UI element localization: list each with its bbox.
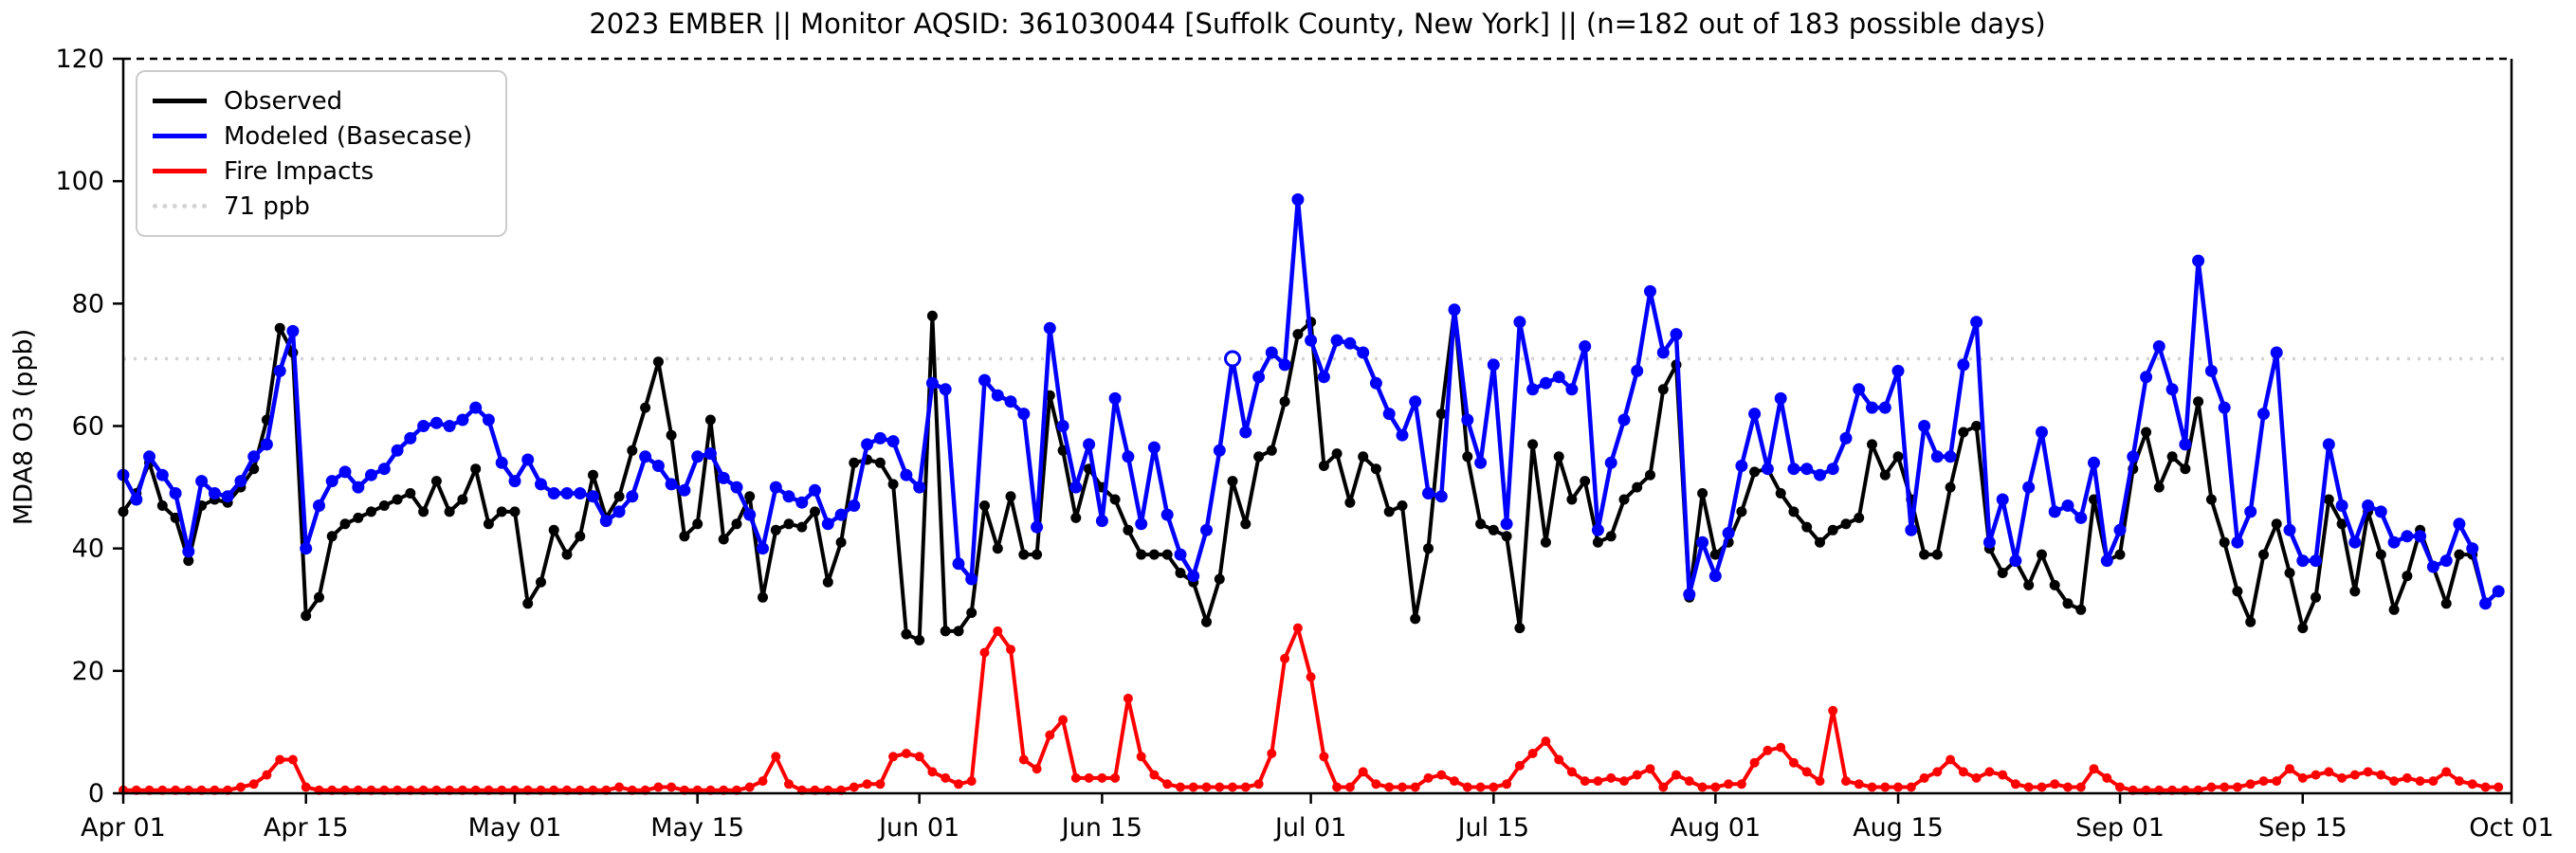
legend-label-observed: Observed — [224, 86, 343, 116]
x-tick-label: Apr 15 — [264, 813, 349, 843]
observed-line-swatch — [153, 99, 207, 103]
fire-line-swatch — [153, 169, 207, 173]
chart-title: 2023 EMBER || Monitor AQSID: 361030044 [… — [589, 8, 2046, 40]
legend: Observed Modeled (Basecase) Fire Impacts… — [136, 70, 507, 237]
y-tick-label: 40 — [72, 535, 104, 564]
x-tick-label: Apr 01 — [81, 813, 166, 843]
legend-item-fire: Fire Impacts — [137, 154, 496, 189]
fire-impacts-series-markers — [119, 623, 2504, 795]
threshold-line-swatch — [153, 204, 207, 209]
legend-label-modeled: Modeled (Basecase) — [224, 121, 473, 151]
x-tick-label: Oct 01 — [2469, 813, 2554, 843]
x-tick-label: Jul 15 — [1456, 813, 1530, 843]
y-tick-label: 0 — [88, 779, 104, 808]
y-tick-label: 100 — [55, 167, 104, 196]
x-tick-label: Jul 01 — [1273, 813, 1347, 843]
modeled-series-line — [121, 197, 2500, 607]
fire-impacts-series-line — [123, 626, 2499, 792]
x-tick-label: Jun 15 — [1060, 813, 1142, 843]
legend-label-fire: Fire Impacts — [224, 156, 375, 186]
modeled-line-swatch — [153, 134, 207, 138]
legend-item-modeled: Modeled (Basecase) — [137, 118, 496, 154]
x-tick-label: Sep 15 — [2258, 813, 2348, 843]
legend-label-threshold: 71 ppb — [224, 191, 310, 221]
legend-item-observed: Observed — [137, 83, 496, 118]
x-tick-label: May 15 — [650, 813, 744, 843]
y-tick-label: 60 — [72, 412, 104, 442]
modeled-series-markers — [117, 193, 2505, 610]
y-tick-label: 20 — [72, 657, 104, 686]
x-tick-label: Aug 15 — [1853, 813, 1944, 843]
x-tick-label: Jun 01 — [877, 813, 959, 843]
y-tick-label: 80 — [72, 289, 104, 318]
x-tick-label: Aug 01 — [1670, 813, 1761, 843]
x-tick-label: May 01 — [468, 813, 562, 843]
legend-item-threshold: 71 ppb — [137, 189, 496, 224]
y-tick-label: 120 — [55, 45, 104, 74]
x-tick-label: Sep 01 — [2075, 813, 2165, 843]
open-marker — [1224, 350, 1241, 368]
